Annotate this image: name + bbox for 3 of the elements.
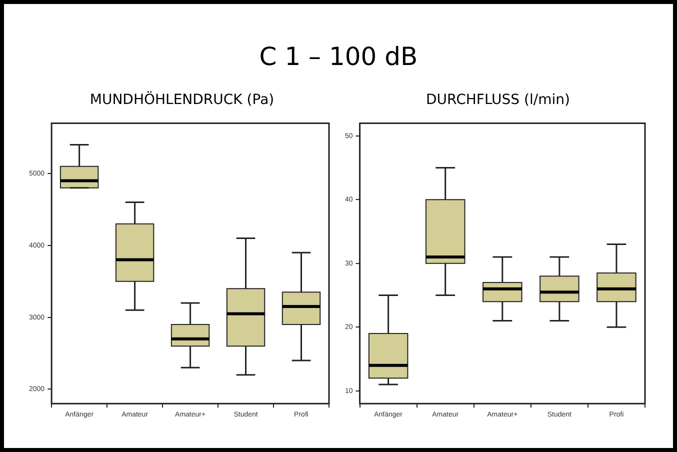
chart-subtitle: MUNDHÖHLENDRUCK (Pa) (88, 92, 276, 108)
chart-title: C 1 – 100 dB (258, 42, 419, 71)
chart-subtitle: DURCHFLUSS (l/min) (425, 92, 571, 108)
